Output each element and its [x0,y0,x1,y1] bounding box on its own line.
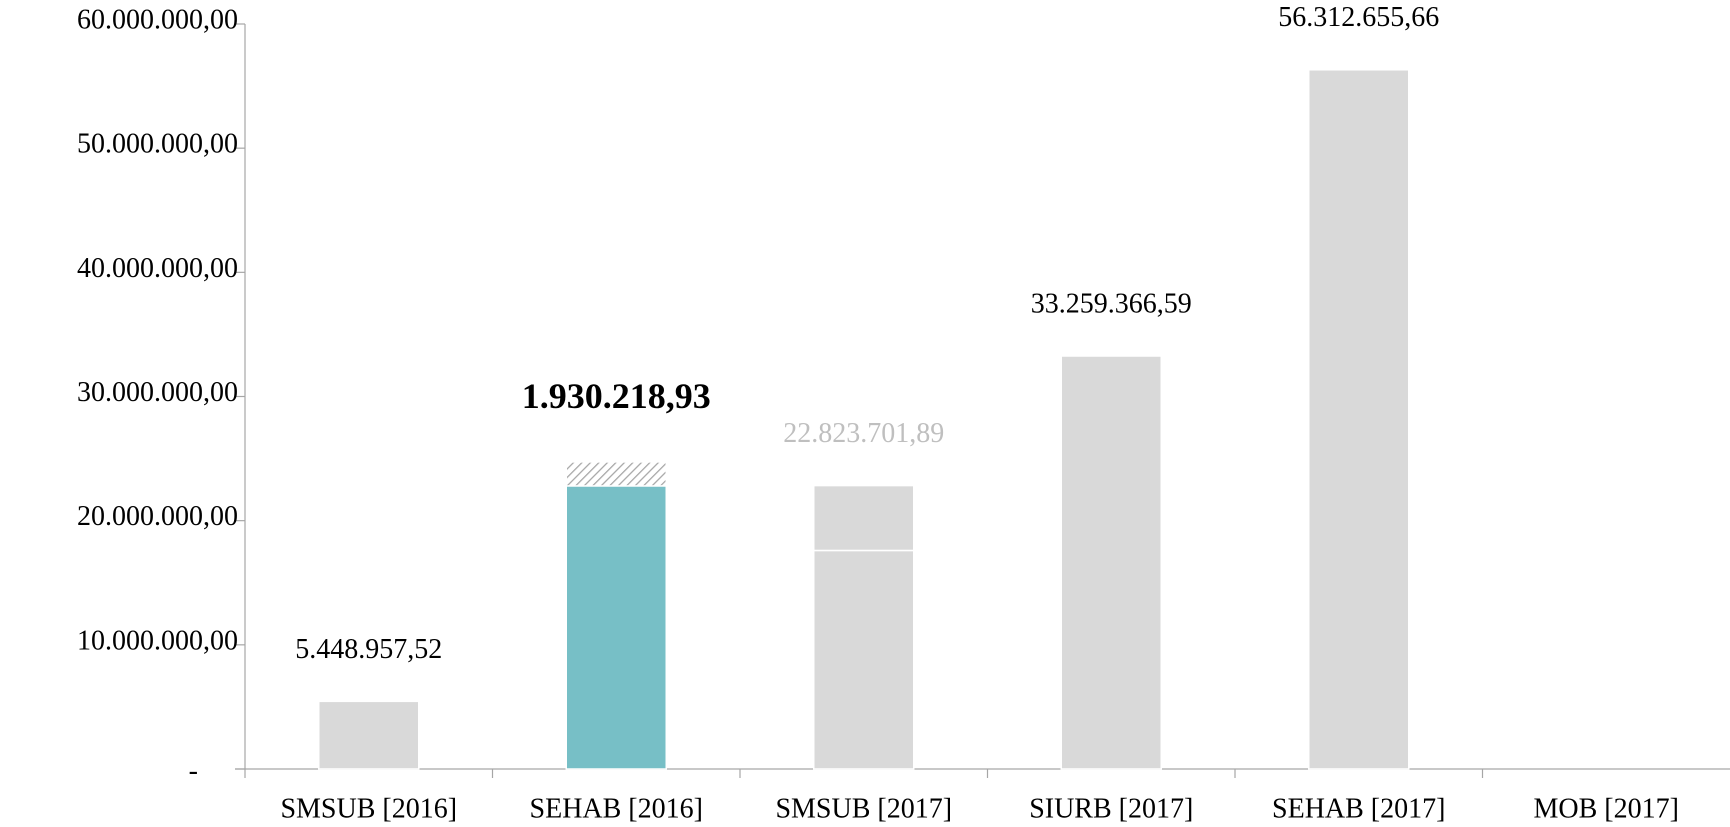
x-tick-label: SMSUB [2017] [775,793,952,824]
x-tick-label: SIURB [2017] [1029,793,1193,824]
x-tick-label: SEHAB [2017] [1272,793,1445,824]
bar-annotation: 33.259.366,59 [1031,288,1192,319]
x-tick-label: SMSUB [2016] [280,793,457,824]
bar-segment [318,700,420,770]
bar-segment [813,549,915,770]
bar-annotation: 56.312.655,66 [1278,2,1439,33]
y-tick-label: 20.000.000,00 [77,501,238,532]
bar-annotation: 22.823.701,89 [783,418,944,449]
bar-segment [565,461,667,487]
y-tick-label: 40.000.000,00 [77,253,238,284]
bar-segment [1308,69,1410,770]
y-tick-label: 10.000.000,00 [77,625,238,656]
y-tick-label: - [189,755,198,786]
bar-segment [1060,355,1162,770]
x-tick-label: SEHAB [2016] [530,793,703,824]
x-tick-label: MOB [2017] [1534,793,1679,824]
y-tick-label: 30.000.000,00 [77,377,238,408]
bar-segment [813,484,915,552]
bar-segment [565,485,667,770]
y-tick-label: 60.000.000,00 [77,4,238,35]
y-tick-label: 50.000.000,00 [77,129,238,160]
bar-annotation: 5.448.957,52 [295,634,442,665]
bar-annotation: 1.930.218,93 [522,376,711,416]
